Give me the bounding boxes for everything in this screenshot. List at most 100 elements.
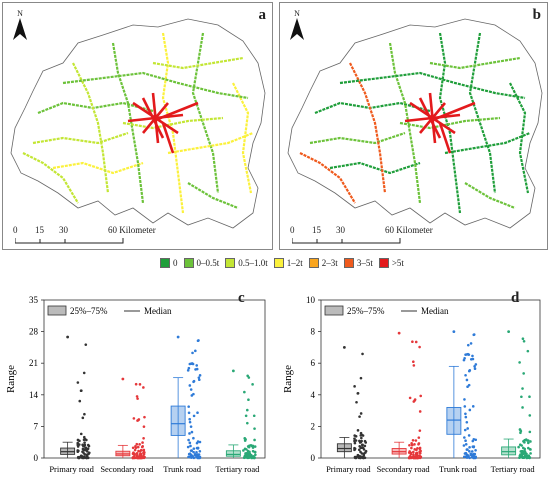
road-segment [111,42,145,204]
data-point [76,443,80,447]
map-panel-b: N b 0 15 30 60 Kilometer [279,2,548,250]
data-point [245,448,248,451]
data-point [188,420,192,424]
data-point [253,427,256,430]
data-point [196,411,199,415]
x-tick-label: Tertiary road [491,464,536,474]
data-point [525,456,529,460]
chart-panel-c: 0 7 14 21 28 35 Range 25%–75% Median Primary road… [2,280,273,495]
scale-bar: 0 15 30 60 Kilometer [13,225,156,247]
data-point [78,399,82,403]
data-point [253,450,257,454]
panel-label-c: c [238,290,245,306]
data-point [192,392,195,396]
scale-tick: 60 Kilometer [108,225,156,235]
legend-label: 3–5t [356,258,373,268]
data-point [188,417,191,421]
data-point [138,453,142,457]
legend-item: 0 [160,258,178,268]
data-point [249,443,253,447]
data-point [418,454,421,457]
data-point [519,455,523,459]
road-segment-hub [419,102,446,134]
data-point [355,400,358,404]
map-panel-a: N a 0 15 30 60 Kilometer [2,2,273,250]
data-point [186,369,190,372]
data-point [469,342,473,345]
legend-label: 0.5–1.0t [238,258,268,268]
data-point [246,449,250,453]
data-point [246,421,249,425]
data-point [192,414,196,418]
data-point [521,406,524,409]
data-point [471,405,475,408]
data-point [521,446,525,450]
data-point [466,352,470,356]
data-point [462,455,466,459]
north-arrow: N [290,9,304,42]
map-b-canvas [287,18,543,229]
data-point [474,438,478,442]
scale-tick: 30 [336,225,345,235]
data-point [192,447,196,450]
data-point [412,360,415,364]
data-point [82,444,85,448]
data-point [414,439,418,442]
y-tick-label: 10 [306,295,316,305]
road-segment [509,82,530,194]
data-point [188,384,192,387]
data-point [360,443,364,447]
data-point [142,425,146,428]
data-point [417,442,421,445]
data-point [521,337,525,341]
legend-swatch [308,258,319,268]
data-point [358,415,361,418]
data-point [196,446,200,450]
data-point [190,362,194,365]
data-point [192,450,195,454]
data-point [356,429,360,432]
data-point [357,448,361,452]
data-point [524,438,528,441]
data-point [244,456,247,459]
data-point [198,374,202,377]
data-point [143,415,146,419]
y-tick-label: 14 [29,390,39,400]
data-point [473,365,476,368]
data-point [464,415,468,419]
legend-swatch [225,258,236,268]
box-iqr [225,450,241,457]
data-point [187,438,190,442]
data-point [138,383,142,386]
data-point [467,383,471,387]
scale-tick: 15 [35,225,44,235]
data-point [528,448,532,451]
data-point [141,445,144,448]
road-segment [464,182,516,210]
data-point [82,438,86,442]
scale-tick: 15 [312,225,321,235]
data-point [359,412,363,415]
data-point [361,446,365,449]
data-point [520,444,523,447]
data-point [353,437,356,440]
data-point [196,339,200,343]
data-point [244,414,248,418]
data-point [187,366,191,370]
data-point [189,388,193,391]
data-point [192,380,195,384]
road-segment-hub [438,122,452,154]
data-point [466,448,469,451]
road-segment [72,62,110,194]
data-point [187,405,190,408]
y-tick-label: 28 [29,327,39,337]
data-point [195,364,199,367]
scale-tick: 0 [13,225,18,235]
panel-label-d: d [511,290,520,306]
data-point [198,455,202,459]
data-point [77,456,80,460]
data-point [246,445,250,448]
data-point [465,420,469,424]
y-tick-label: 2 [311,421,316,431]
data-point [414,453,418,456]
